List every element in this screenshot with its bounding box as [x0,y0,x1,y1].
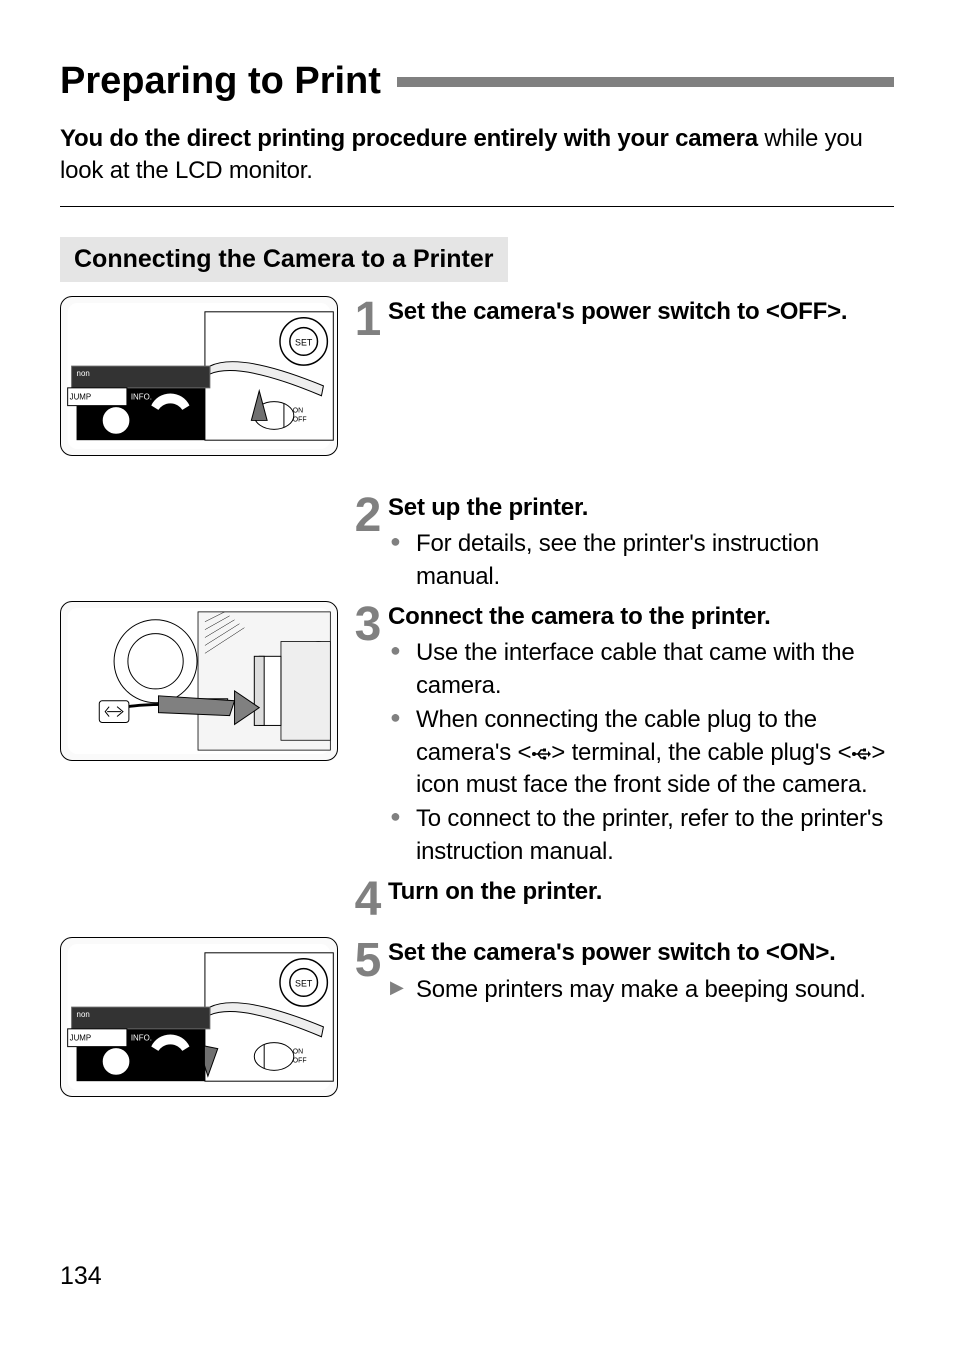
step-1-heading: Set the camera's power switch to <OFF>. [388,298,847,325]
step-1-number: 1 [348,296,388,341]
svg-text:non: non [77,369,90,378]
step-1-image: SET ON OFF non JUMP INFO. [60,296,348,456]
svg-text:INFO.: INFO. [131,392,152,401]
usb-icon [531,746,551,762]
svg-text:OFF: OFF [293,1058,307,1065]
step-3-bullet-2: When connecting the cable plug to the ca… [388,704,894,801]
camera-cable-illustration [61,602,337,760]
step-4-heading: Turn on the printer. [388,876,894,908]
step-3-image [60,601,348,761]
section-heading: Connecting the Camera to a Printer [60,237,508,282]
step-2-bullet-1: For details, see the printer's instructi… [388,528,894,593]
svg-text:JUMP: JUMP [70,1034,91,1043]
svg-text:OFF: OFF [293,416,307,423]
page-title: Preparing to Print [60,60,381,103]
svg-text:INFO.: INFO. [131,1034,152,1043]
step-1: SET ON OFF non JUMP INFO. 1 Set the came… [60,296,894,456]
step-2: 2 Set up the printer. For details, see t… [60,492,894,595]
step-3: 3 Connect the camera to the printer. Use… [60,601,894,870]
step-3-bullet-1: Use the interface cable that came with t… [388,637,894,702]
usb-icon [851,746,871,762]
svg-text:ON: ON [293,1049,303,1056]
svg-text:non: non [77,1010,90,1019]
camera-off-illustration: SET ON OFF non JUMP INFO. [61,297,337,455]
title-rule [397,77,894,87]
camera-on-illustration: SET ON OFF non JUMP INFO. [61,938,337,1096]
svg-text:SET: SET [295,979,313,989]
step-5-bullet-1: Some printers may make a beeping sound. [388,974,894,1006]
step-4: 4 Turn on the printer. [60,876,894,921]
step-5: SET ON OFF non JUMP INFO. 5 Set the came… [60,937,894,1097]
svg-text:SET: SET [295,337,313,347]
step-3-heading: Connect the camera to the printer. [388,601,894,633]
svg-text:ON: ON [293,407,303,414]
step-5-heading: Set the camera's power switch to <ON>. [388,939,836,966]
intro-text: You do the direct printing procedure ent… [60,123,894,207]
page-number: 134 [60,1262,102,1291]
step-5-image: SET ON OFF non JUMP INFO. [60,937,348,1097]
step-4-number: 4 [348,876,388,921]
step-5-number: 5 [348,937,388,982]
intro-bold: You do the direct printing procedure ent… [60,125,758,152]
step-2-heading: Set up the printer. [388,492,894,524]
svg-text:JUMP: JUMP [70,392,91,401]
step-3-bullet-3: To connect to the printer, refer to the … [388,803,894,868]
step-3-number: 3 [348,601,388,646]
step-2-number: 2 [348,492,388,537]
